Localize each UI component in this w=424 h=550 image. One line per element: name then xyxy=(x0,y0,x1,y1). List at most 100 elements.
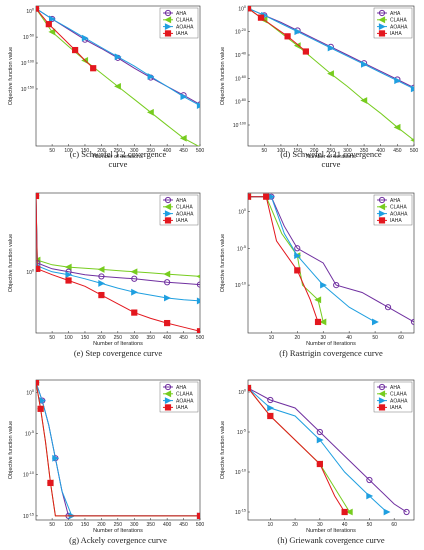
x-tick-label: 350 xyxy=(147,148,156,154)
data-point-claha xyxy=(114,82,121,90)
x-tick-label: 100 xyxy=(277,148,286,154)
legend-marker-aha xyxy=(378,383,386,391)
chart-caption: (h) Griewank covergence curve xyxy=(277,535,384,545)
data-point-claha xyxy=(327,70,334,78)
data-point-aoaha xyxy=(327,44,335,52)
chart-caption: (e) Step covergence curve xyxy=(74,348,163,358)
x-tick-label: 350 xyxy=(147,335,156,341)
x-tick-label: 300 xyxy=(343,148,352,154)
x-tick-label: 30 xyxy=(317,522,323,528)
data-point-iaha xyxy=(294,267,301,274)
legend-marker-iaha xyxy=(164,30,172,37)
x-tick-label: 250 xyxy=(114,335,123,341)
x-tick-label: 450 xyxy=(179,148,188,154)
data-point-aoaha xyxy=(164,294,171,302)
legend-marker-aoaha xyxy=(164,397,172,405)
x-tick-label: 250 xyxy=(327,148,336,154)
data-point-iaha xyxy=(314,318,322,326)
y-tick-label: 10-10 xyxy=(235,469,246,477)
chart-panel-f: 10 20 30 40 50 60 100 10-5 10-10 Number of Iterat… xyxy=(220,192,415,358)
chart-caption: (d) Schwefel 2.21 covergence xyxy=(280,149,382,159)
legend-label-aoaha: AOAHA xyxy=(390,398,408,404)
data-point-aoaha xyxy=(361,60,368,68)
x-tick-label: 150 xyxy=(81,335,90,341)
x-tick-label: 250 xyxy=(114,148,123,154)
chart-panel-e: 50 100 150 200 250 300 350 400 450 500 100 Number o… xyxy=(8,192,204,358)
x-tick-label: 200 xyxy=(97,335,106,341)
legend-label-claha: CLAHA xyxy=(390,18,407,24)
y-axis-label: Objective function value xyxy=(8,234,14,292)
data-point-claha xyxy=(393,123,401,131)
data-point-iaha xyxy=(164,319,171,327)
data-point-iaha xyxy=(196,512,200,519)
x-tick-label: 100 xyxy=(64,522,73,528)
chart-caption: (c) Schwefel 1.2 covergence xyxy=(70,149,167,159)
data-point-aoaha xyxy=(267,404,275,412)
chart-panel-h: 10 20 30 40 50 60 100 10-5 10-10 10-15 Number of I… xyxy=(220,379,415,545)
legend-marker-claha xyxy=(378,203,386,211)
data-point-aoaha xyxy=(147,73,155,80)
legend-label-aoaha: AOAHA xyxy=(390,24,408,30)
x-tick-label: 20 xyxy=(292,522,298,528)
x-tick-label: 450 xyxy=(179,335,188,341)
x-tick-label: 60 xyxy=(398,335,404,341)
chart-panel-g: 50 100 150 200 250 300 350 400 450 500 100 10-5 10-1… xyxy=(8,379,204,545)
series-line-aha xyxy=(248,196,414,323)
y-tick-label: 10-40 xyxy=(235,52,246,60)
data-point-claha xyxy=(48,28,56,36)
data-point-claha xyxy=(410,138,414,143)
data-point-claha xyxy=(163,270,171,278)
data-point-aha xyxy=(131,275,138,282)
legend-label-aha: AHA xyxy=(390,385,401,391)
legend-marker-aha xyxy=(164,196,172,204)
y-axis-label: Objective function value xyxy=(220,234,226,292)
legend-label-iaha: IAHA xyxy=(390,405,402,411)
data-point-aha xyxy=(196,281,200,288)
data-point-claha xyxy=(130,268,138,276)
x-tick-label: 20 xyxy=(295,335,301,341)
x-axis-label: Number of Iterations xyxy=(93,341,143,347)
data-point-aha xyxy=(316,428,323,436)
y-tick-label: 100 xyxy=(26,389,34,397)
legend-label-aha: AHA xyxy=(176,198,187,204)
x-tick-label: 500 xyxy=(410,148,419,154)
data-point-iaha xyxy=(316,460,323,468)
legend-marker-aoaha xyxy=(164,210,172,218)
y-tick-label: 10-5 xyxy=(237,429,246,437)
data-point-aoaha xyxy=(65,271,73,279)
legend-label-iaha: IAHA xyxy=(176,31,188,37)
x-tick-label: 400 xyxy=(377,148,386,154)
data-point-iaha xyxy=(90,65,97,72)
series-line-iaha xyxy=(36,382,200,517)
y-axis-label: Objective function value xyxy=(220,421,226,479)
x-tick-label: 50 xyxy=(262,148,268,154)
legend-marker-claha xyxy=(164,16,172,24)
data-point-aoaha xyxy=(371,318,379,326)
x-axis-label: Number of Iterations xyxy=(93,528,143,534)
x-tick-label: 200 xyxy=(97,522,106,528)
series-group xyxy=(248,384,410,516)
data-point-aha xyxy=(333,282,340,289)
y-tick-label: 10-15 xyxy=(23,512,34,520)
y-tick-label: 10-60 xyxy=(235,75,246,83)
x-tick-label: 50 xyxy=(49,148,55,154)
data-point-iaha xyxy=(341,508,348,516)
data-point-aoaha xyxy=(410,85,414,93)
y-axis-label: Objective function value xyxy=(220,47,226,105)
legend-marker-claha xyxy=(164,203,172,211)
y-tick-label: 10-50 xyxy=(23,34,34,42)
data-point-aoaha xyxy=(394,77,402,85)
data-point-aha xyxy=(366,476,373,484)
chart-caption: curve xyxy=(322,159,341,169)
legend-label-iaha: IAHA xyxy=(176,218,188,224)
legend-marker-claha xyxy=(164,390,172,398)
data-point-iaha xyxy=(45,21,52,28)
x-tick-label: 200 xyxy=(97,148,106,154)
legend-label-aoaha: AOAHA xyxy=(176,211,194,217)
y-tick-label: 10-100 xyxy=(233,122,246,130)
data-point-iaha xyxy=(284,33,291,40)
